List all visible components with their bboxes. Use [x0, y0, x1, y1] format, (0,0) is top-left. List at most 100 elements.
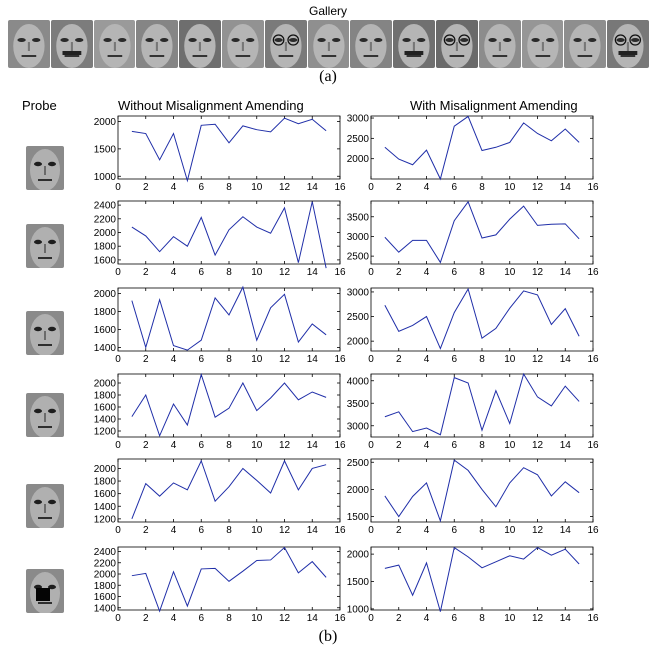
y-tick-label: 2000: [94, 228, 117, 239]
x-tick-label: 0: [368, 354, 374, 365]
x-tick-label: 6: [451, 613, 457, 624]
x-tick-label: 10: [504, 267, 516, 278]
probe-header: Probe: [22, 98, 57, 113]
y-tick-label: 1000: [347, 604, 370, 615]
plot-frame: [117, 458, 341, 523]
x-tick-label: 2: [396, 182, 402, 193]
y-tick-label: 1800: [94, 581, 117, 592]
x-tick-label: 14: [307, 182, 319, 193]
y-tick-label: 2000: [94, 464, 117, 475]
x-tick-label: 12: [279, 182, 291, 193]
x-tick-label: 12: [532, 440, 544, 451]
y-tick-label: 1800: [94, 391, 117, 402]
x-tick-label: 2: [396, 525, 402, 536]
y-tick-label: 2400: [94, 201, 117, 212]
x-tick-label: 6: [451, 182, 457, 193]
series-line: [384, 546, 580, 612]
series-line: [131, 372, 327, 438]
y-tick-label: 1600: [94, 403, 117, 414]
x-tick-label: 8: [479, 267, 485, 278]
plot-frame: [117, 373, 341, 438]
x-tick-label: 10: [251, 182, 263, 193]
x-tick-label: 10: [504, 440, 516, 451]
y-tick-label: 3000: [347, 421, 370, 432]
y-tick-label: 1600: [94, 592, 117, 603]
x-tick-label: 2: [396, 354, 402, 365]
x-tick-label: 10: [504, 354, 516, 365]
with-amending-header: With Misalignment Amending: [410, 98, 578, 113]
x-tick-label: 0: [368, 182, 374, 193]
y-tick-label: 1800: [94, 242, 117, 253]
x-tick-label: 4: [171, 525, 177, 536]
series-line: [131, 546, 327, 613]
y-tick-label: 3000: [347, 232, 370, 243]
x-tick-label: 14: [560, 613, 572, 624]
x-tick-label: 2: [143, 440, 149, 451]
gallery-face: [521, 20, 564, 68]
y-tick-label: 3000: [347, 287, 370, 298]
x-tick-label: 6: [198, 613, 204, 624]
y-tick-label: 2000: [347, 337, 370, 348]
x-tick-label: 0: [368, 525, 374, 536]
y-tick-label: 2000: [94, 379, 117, 390]
x-tick-label: 10: [251, 613, 263, 624]
gallery-face: [221, 20, 264, 68]
x-tick-label: 2: [143, 267, 149, 278]
x-tick-label: 14: [560, 267, 572, 278]
y-tick-label: 4000: [347, 376, 370, 387]
y-tick-label: 1800: [94, 307, 117, 318]
gallery-face: [607, 20, 649, 68]
chart-row-1-without: 0 2 4 6 8 10 12 14 16 1000 1500 2000: [94, 115, 346, 193]
x-tick-label: 16: [334, 440, 346, 451]
gallery-title: Gallery: [308, 4, 347, 18]
gallery-face: [50, 20, 93, 68]
y-tick-label: 1500: [94, 144, 117, 155]
gallery-face: [179, 20, 221, 68]
x-tick-label: 0: [368, 440, 374, 451]
x-tick-label: 12: [532, 354, 544, 365]
y-tick-label: 1400: [94, 343, 117, 354]
without-amending-header: Without Misalignment Amending: [118, 98, 304, 113]
probe-face-3: [26, 311, 64, 355]
x-tick-label: 2: [143, 613, 149, 624]
plot-frame: [370, 200, 594, 265]
x-tick-label: 2: [143, 354, 149, 365]
x-tick-label: 4: [424, 354, 430, 365]
x-tick-label: 6: [198, 182, 204, 193]
x-tick-label: 16: [334, 267, 346, 278]
x-tick-label: 16: [587, 182, 599, 193]
y-tick-label: 2500: [347, 134, 370, 145]
plot-frame: [370, 546, 594, 611]
plot-frame: [370, 373, 594, 438]
y-tick-label: 2000: [94, 117, 117, 128]
x-tick-label: 6: [198, 525, 204, 536]
x-tick-label: 16: [334, 525, 346, 536]
x-tick-label: 10: [251, 354, 263, 365]
plot-frame: [117, 287, 341, 352]
gallery-face: [393, 20, 435, 68]
x-tick-label: 12: [279, 440, 291, 451]
gallery-face: [307, 20, 350, 68]
probe-face-4: [26, 393, 64, 437]
chart-row-1-with: 0 2 4 6 8 10 12 14 16 2000 2500 3000: [347, 114, 599, 193]
plot-frame: [117, 546, 341, 611]
y-tick-label: 1400: [94, 502, 117, 513]
x-tick-label: 12: [532, 613, 544, 624]
x-tick-label: 0: [115, 354, 121, 365]
series-line: [131, 285, 327, 351]
x-tick-label: 14: [560, 354, 572, 365]
x-tick-label: 16: [334, 613, 346, 624]
chart-row-6-with: 0 2 4 6 8 10 12 14 16 1000 1500 2000: [347, 546, 599, 624]
x-tick-label: 16: [587, 613, 599, 624]
x-tick-label: 12: [279, 267, 291, 278]
y-tick-label: 2500: [347, 312, 370, 323]
x-tick-label: 8: [226, 267, 232, 278]
plot-frame: [370, 458, 594, 523]
gallery-face: [93, 20, 136, 68]
y-tick-label: 1500: [347, 512, 370, 523]
y-tick-label: 1400: [94, 415, 117, 426]
x-tick-label: 6: [451, 525, 457, 536]
x-tick-label: 0: [115, 267, 121, 278]
